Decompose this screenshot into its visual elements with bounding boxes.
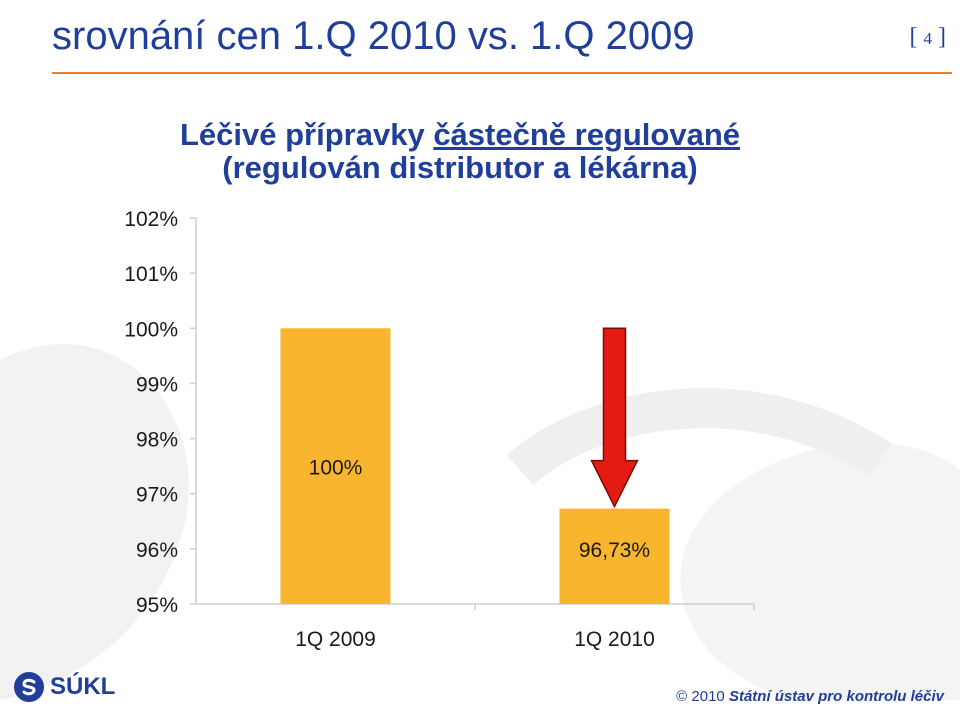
- title-underline-rule: [52, 72, 952, 74]
- page-bracket-open: [: [909, 24, 918, 50]
- x-tick-label: 1Q 2009: [295, 628, 376, 651]
- y-tick-label: 102%: [124, 208, 178, 231]
- bar: [280, 328, 391, 604]
- copyright-notice: © 2010 Státní ústav pro kontrolu léčiv: [676, 688, 944, 705]
- copyright-org: Státní ústav pro kontrolu léčiv: [728, 688, 944, 705]
- page-number-value: 4: [923, 29, 933, 48]
- data-label: 100%: [309, 456, 363, 479]
- copyright-symbol: ©: [676, 688, 688, 705]
- page-bracket-close: ]: [938, 24, 946, 50]
- y-tick-label: 95%: [136, 594, 178, 617]
- y-tick-label: 100%: [124, 318, 178, 341]
- sukl-logo-text: SÚKL: [50, 673, 116, 700]
- chart-title: Léčivé přípravky částečně regulované (re…: [130, 118, 790, 184]
- sukl-logo: SÚKL: [14, 672, 115, 702]
- y-tick-label: 99%: [136, 373, 178, 396]
- y-tick-label: 97%: [136, 484, 178, 507]
- page-number: [ 4 ]: [910, 24, 947, 51]
- y-tick-label: 98%: [136, 429, 178, 452]
- bar: [559, 508, 670, 604]
- copyright-year: 2010: [691, 688, 725, 705]
- y-tick-label: 101%: [124, 263, 178, 286]
- chart-title-part-1: Léčivé přípravky: [179, 117, 434, 152]
- x-tick-label: 1Q 2010: [574, 628, 655, 651]
- slide-title: srovnání cen 1.Q 2010 vs. 1.Q 2009: [52, 14, 695, 58]
- chart-title-part-2: částečně regulované: [433, 117, 741, 152]
- chart-title-line-1: Léčivé přípravky částečně regulované: [130, 118, 790, 151]
- decrease-arrow-icon: [590, 327, 639, 509]
- chart-title-line-2: (regulován distributor a lékárna): [222, 150, 698, 185]
- sukl-logo-icon: [14, 672, 44, 702]
- y-tick-label: 96%: [136, 539, 178, 562]
- data-label: 96,73%: [579, 539, 650, 562]
